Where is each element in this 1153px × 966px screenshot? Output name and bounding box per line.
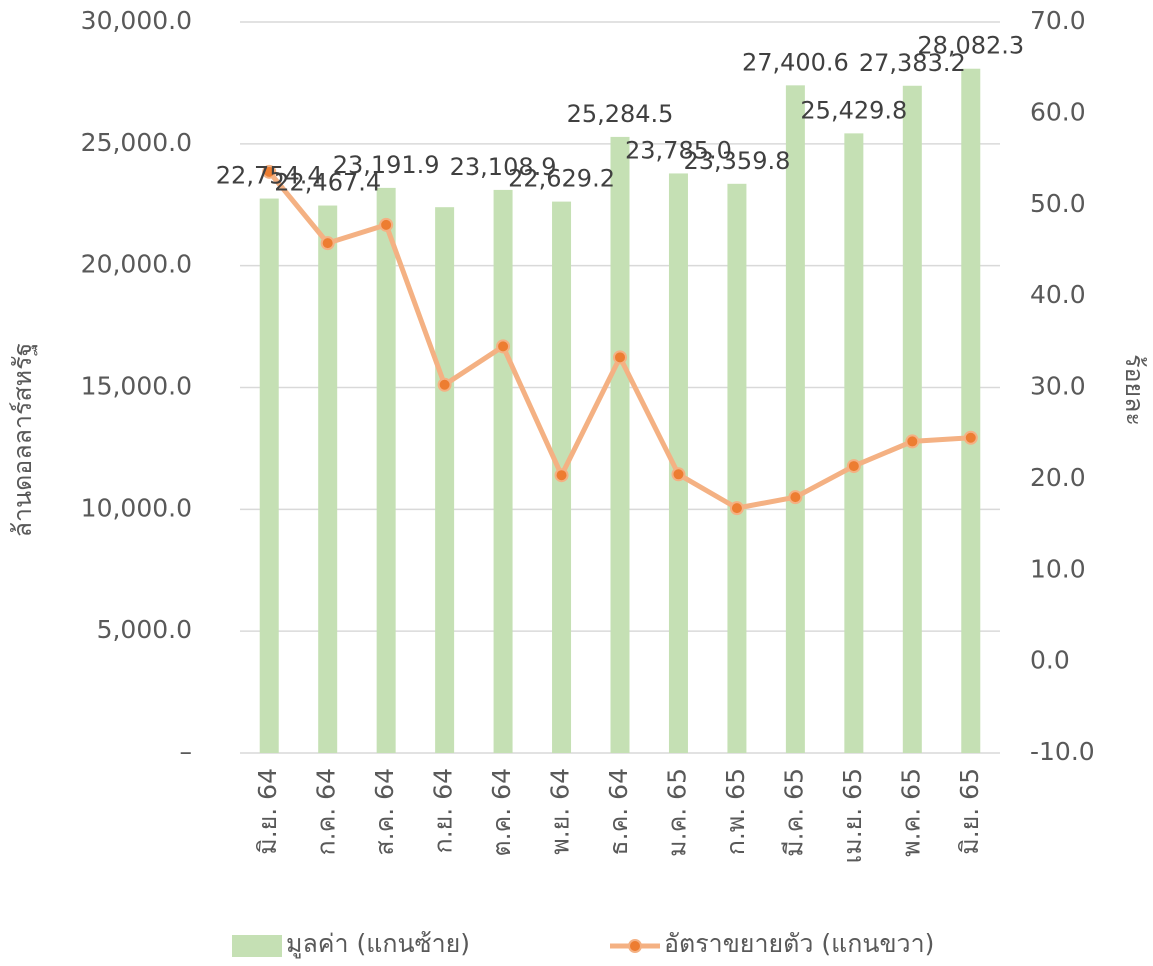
y2-tick-label: 20.0 — [1030, 463, 1086, 492]
bar — [961, 68, 981, 753]
x-tick-label: มิ.ย. 64 — [253, 768, 282, 855]
y2-tick-label: 10.0 — [1030, 554, 1086, 583]
y-tick-label: 5,000.0 — [97, 615, 192, 644]
bar — [727, 183, 747, 753]
bar — [318, 205, 338, 753]
data-label: 23,359.8 — [683, 147, 790, 175]
x-tick-label: ก.พ. 65 — [721, 768, 750, 855]
y2-tick-label: 40.0 — [1030, 280, 1086, 309]
marker — [379, 217, 394, 232]
y-tick-label: 30,000.0 — [81, 6, 192, 35]
data-label: 22,629.2 — [508, 165, 615, 193]
data-label: 25,429.8 — [800, 96, 907, 124]
data-label: 25,284.5 — [567, 100, 674, 128]
marker — [905, 434, 920, 449]
marker — [320, 236, 335, 251]
y2-tick-label: 70.0 — [1030, 6, 1086, 35]
marker — [262, 164, 277, 179]
x-tick-label: ส.ค. 64 — [370, 768, 399, 856]
bar — [376, 187, 396, 754]
data-label: 27,400.6 — [742, 48, 849, 76]
marker — [788, 490, 803, 505]
y-tick-label: 25,000.0 — [81, 128, 192, 157]
y2-tick-label: 50.0 — [1030, 189, 1086, 218]
bar — [668, 173, 688, 753]
x-tick-label: มี.ค. 65 — [779, 768, 808, 857]
bar — [610, 136, 630, 754]
legend-label: มูลค่า (แกนซ้าย) — [286, 929, 470, 959]
bar — [844, 133, 864, 753]
data-label: 23,191.9 — [333, 151, 440, 179]
y-tick-label: 15,000.0 — [81, 372, 192, 401]
x-tick-label: ก.ค. 64 — [312, 768, 341, 856]
marker — [437, 377, 452, 392]
legend-label: อัตราขยายตัว (แกนขวา) — [664, 929, 934, 958]
marker — [846, 459, 861, 474]
y2-tick-label: 30.0 — [1030, 372, 1086, 401]
bar — [435, 207, 455, 754]
marker — [963, 430, 978, 445]
data-label: 22,467.4 — [274, 169, 381, 197]
data-label: 23,785.0 — [625, 136, 732, 164]
marker — [729, 501, 744, 516]
x-tick-label: ธ.ค. 64 — [604, 768, 633, 856]
y2-tick-label: 60.0 — [1030, 97, 1086, 126]
x-tick-label: ม.ค. 65 — [662, 768, 691, 857]
y-axis-title: ล้านดอลลาร์สหรัฐ — [8, 343, 37, 538]
x-tick-label: พ.ย. 64 — [546, 768, 575, 855]
y-tick-label: 20,000.0 — [81, 250, 192, 279]
bar — [785, 85, 805, 753]
data-label: 22,754.4 — [216, 162, 323, 190]
marker — [554, 468, 569, 483]
bar — [259, 198, 279, 753]
x-tick-label: พ.ค. 65 — [896, 768, 925, 857]
data-label: 28,082.3 — [917, 32, 1024, 60]
y-tick-label: 10,000.0 — [81, 493, 192, 522]
y2-axis-title: ร้อยละ — [1120, 354, 1149, 426]
legend-marker — [628, 939, 642, 953]
bar — [493, 189, 513, 753]
data-label: 23,108.9 — [450, 153, 557, 181]
marker — [671, 467, 686, 482]
x-tick-label: เม.ย. 65 — [838, 768, 867, 863]
legend-swatch — [232, 935, 282, 957]
x-tick-label: ก.ย. 64 — [429, 768, 458, 853]
marker — [496, 339, 511, 354]
data-label: 27,383.2 — [859, 49, 966, 77]
y-tick-label: – — [180, 737, 193, 766]
x-tick-label: ต.ค. 64 — [487, 768, 516, 857]
y2-tick-label: 0.0 — [1030, 646, 1070, 675]
marker — [613, 350, 627, 365]
bar — [902, 85, 922, 753]
x-tick-label: มิ.ย. 65 — [955, 768, 984, 855]
y2-tick-label: -10.0 — [1030, 737, 1095, 766]
